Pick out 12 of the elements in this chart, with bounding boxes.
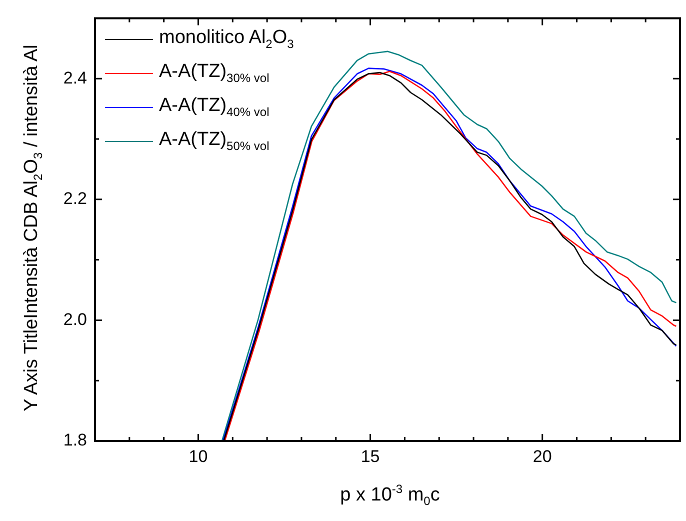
y-tick-label: 1.8 [63, 430, 87, 450]
y-tick-label: 2.4 [63, 68, 87, 88]
legend-label: A-A(TZ)$_{40% vol}$ [159, 95, 270, 119]
x-axis-title: p x 10$^{-3}$ m$_{0}$c [340, 482, 440, 508]
x-tick-label: 20 [532, 446, 552, 466]
legend-label: A-A(TZ)$_{50% vol}$ [159, 129, 270, 153]
legend-label: A-A(TZ)$_{30% vol}$ [159, 61, 270, 85]
x-tick-label: 15 [360, 446, 380, 466]
y-tick-label: 2.2 [63, 189, 87, 208]
y-tick-label: 2.0 [63, 310, 87, 329]
legend-label: monolitico Al$_{2}$O$_{3}$ [159, 27, 294, 51]
x-tick-label: 10 [188, 446, 208, 466]
